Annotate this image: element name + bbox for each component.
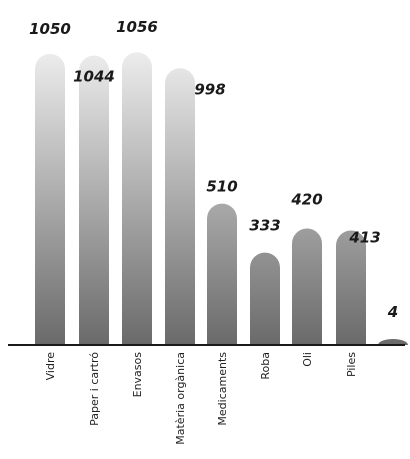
value-labels-group: 1050 1044 1056 998 510 333 420 413 4 (29, 18, 398, 321)
category-label-paper-i-cartro: Paper i cartró (88, 352, 101, 426)
bar-vidre (35, 53, 65, 345)
bars-group (35, 52, 408, 346)
category-label-medicaments: Medicaments (216, 352, 229, 426)
bar-roba (250, 252, 280, 345)
value-label-paper-i-cartro: 1044 (73, 68, 115, 86)
value-label-oli: 420 (290, 191, 322, 209)
category-label-piles: Piles (345, 352, 358, 377)
value-label-piles: 413 (348, 228, 380, 246)
value-label-bar-8: 4 (387, 303, 398, 321)
bar-materia-organica (165, 68, 195, 346)
bar-piles (336, 230, 366, 345)
bar-paper-i-cartro (79, 55, 109, 345)
category-label-vidre: Vidre (44, 352, 57, 381)
category-label-materia-organica: Matèria orgànica (174, 352, 187, 445)
value-label-vidre: 1050 (29, 20, 71, 38)
bar-bar-8 (378, 339, 408, 345)
category-label-oli: Oli (301, 352, 314, 367)
value-label-materia-organica: 998 (194, 80, 225, 98)
category-label-roba: Roba (259, 352, 272, 380)
bar-envasos (122, 52, 152, 345)
bar-oli (292, 228, 322, 345)
value-label-envasos: 1056 (116, 18, 158, 36)
value-label-roba: 333 (249, 217, 280, 235)
category-labels-group: Vidre Paper i cartró Envasos Matèria orgàni… (44, 352, 358, 445)
bar-medicaments (207, 203, 237, 345)
value-label-medicaments: 510 (206, 178, 237, 196)
category-label-envasos: Envasos (131, 352, 144, 398)
